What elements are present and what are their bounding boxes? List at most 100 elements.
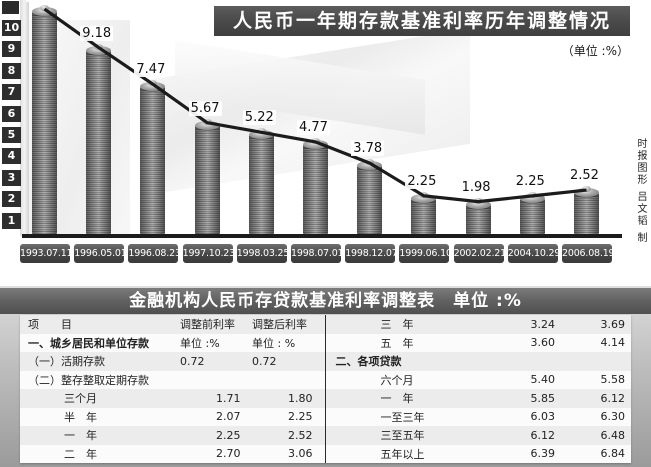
x-axis-date-label: 1998.03.25 [236,244,289,263]
table-cell-rate-before: 3.24 [530,317,556,331]
y-axis-tick: 9 [2,41,21,58]
table-cell-rate-after: 1.80 [288,391,313,405]
table-cell-item: 一至三年 [380,410,425,424]
table-cell-rate-before: 单位 :% [180,336,220,350]
bar-value-label: 2.25 [513,173,547,189]
bar-value-label: 4.77 [297,119,330,135]
bar-knob [527,191,537,198]
chart-panel: 10 9 8 7 6 5 4 3 2 1 10.98 9.18 7.47 5.67 5.22 4.77 3.7… [0,0,651,286]
y-axis-tick: 8 [2,62,21,79]
table-cell-item: 五年以上 [380,447,425,461]
bar-value-label: 5.22 [242,110,276,126]
bar-value-label: 3.78 [351,141,385,157]
table-cell-rate-before: 6.03 [530,410,556,424]
table-cell-rate-after: 0.72 [252,354,277,368]
y-axis-tick: 4 [2,148,21,165]
x-axis-date-label: 2006.08.19 [562,244,615,263]
y-axis-tick: 10 [2,20,21,36]
table-row: 三个月 1.71 1.80 [20,389,325,408]
bar-knob [311,137,320,144]
table-row: 一、城乡居民和单位存款 单位 :% 单位 : % [20,334,325,353]
bar-value-label: 1.98 [459,179,493,195]
table-cell-item: （一）活期存款 [28,355,105,369]
table-row: 半 年 2.07 2.25 [20,408,325,427]
table-row: 二 年 2.70 3.06 [20,445,325,464]
bar [248,134,274,234]
y-axis-tick: 1 [2,212,21,229]
bar [140,86,166,234]
bar-value-label: 9.18 [80,25,114,41]
table-cell-rate-after: 6.30 [600,410,626,424]
table-cell-item: 一、城乡居民和单位存款 [28,336,149,350]
bar-value-label: 2.25 [405,173,439,189]
table-cell-item: 项 目 [28,318,72,332]
x-axis-date-label: 1993.07.11 [20,244,73,263]
x-axis-date-label: 1998.07.01 [291,244,344,263]
bar [574,192,599,234]
y-axis-tick: 2 [2,191,21,208]
table-cell-rate-after: 6.48 [600,428,626,442]
table-cell-rate-after: 单位 : % [252,336,296,350]
axis-baseline [22,234,622,238]
table-row: 三 年 3.24 3.69 [325,315,631,334]
axis-strip [20,0,29,236]
table-cell-rate-before: 5.85 [530,391,556,405]
x-axis-date-label: 1997.10.23 [182,244,235,263]
table-cell-item: 二、各项贷款 [335,355,402,369]
bar-knob [94,43,104,50]
axis-top-marker [2,1,19,14]
table-row: 一 年 5.85 6.12 [325,389,631,408]
table-cell-item: 二 年 [64,447,97,461]
table-cell-item: 五 年 [380,336,414,350]
table-cell-rate-before: 6.39 [530,447,556,461]
table-row: （二）整存整取定期存款 [20,371,325,390]
table-cell-rate-after: 4.14 [600,336,626,350]
bar [32,11,57,234]
table-cell-item: （二）整存整取定期存款 [28,373,149,387]
chart-unit-note: （单位 :%） [561,44,629,58]
table-cell-rate-before: 调整前利率 [180,318,235,332]
table-cell-rate-before: 3.60 [530,336,556,350]
y-axis-tick: 5 [2,127,21,143]
bar [411,197,437,234]
table-cell-rate-before: 2.70 [216,447,241,461]
table-row: 项 目 调整前利率 调整后利率 [20,315,325,334]
bar [303,143,328,234]
x-axis-date-label: 1998.12.07 [345,244,398,263]
table-row: 三至五年 6.12 6.48 [325,426,631,445]
bar [86,49,112,234]
table-title-bar: 金融机构人民币存贷款基准利率调整表 单位 :% [0,288,651,314]
bar-cap [465,199,491,209]
table-cell-rate-after: 5.58 [600,373,626,387]
bar [465,203,491,234]
table-row: 五 年 3.60 4.14 [326,334,632,353]
table-row: 五年以上 6.39 6.84 [326,445,632,464]
table-row: 一 年 2.25 2.52 [20,426,325,445]
x-axis-date-label: 2002.02.21 [453,244,506,263]
x-axis-date-label: 1996.08.23 [128,244,181,263]
y-axis-tick: 6 [2,105,21,122]
table-cell-item: 半 年 [64,410,97,424]
bar-knob [202,118,212,125]
bar-value-label: 10.98 [26,0,68,3]
table-cell-item: 三至五年 [380,429,425,443]
x-axis-date-label: 1996.05.01 [74,244,127,263]
x-axis-date-label: 2004.10.29 [507,244,560,263]
table-row: 一至三年 6.03 6.30 [326,408,632,427]
table-cell-item: 一 年 [380,392,414,406]
table-cell-rate-after: 2.25 [288,410,313,424]
table-cell-rate-before: 1.71 [216,391,241,405]
table-cell-rate-before: 6.12 [530,428,556,442]
bar-knob [40,5,49,12]
table-cell-rate-after: 2.52 [288,428,313,442]
table-cell-rate-after: 6.12 [600,391,626,405]
table-cell-rate-before: 2.25 [216,428,241,442]
table-panel: 金融机构人民币存贷款基准利率调整表 单位 :% 项 目 调整前利率 调整后利率 一、城… [0,286,651,467]
bar-knob [473,197,483,204]
bar [519,197,545,234]
credit-line: 时报图形 吕文韬 制 [635,138,646,245]
bar-value-label: 2.52 [568,168,601,184]
chart-title-bar: 人民币一年期存款基准利率历年调整情况 [214,6,630,36]
x-axis-date-label: 1999.06.10 [399,244,452,263]
table-cell-rate-before: 0.72 [180,354,205,368]
